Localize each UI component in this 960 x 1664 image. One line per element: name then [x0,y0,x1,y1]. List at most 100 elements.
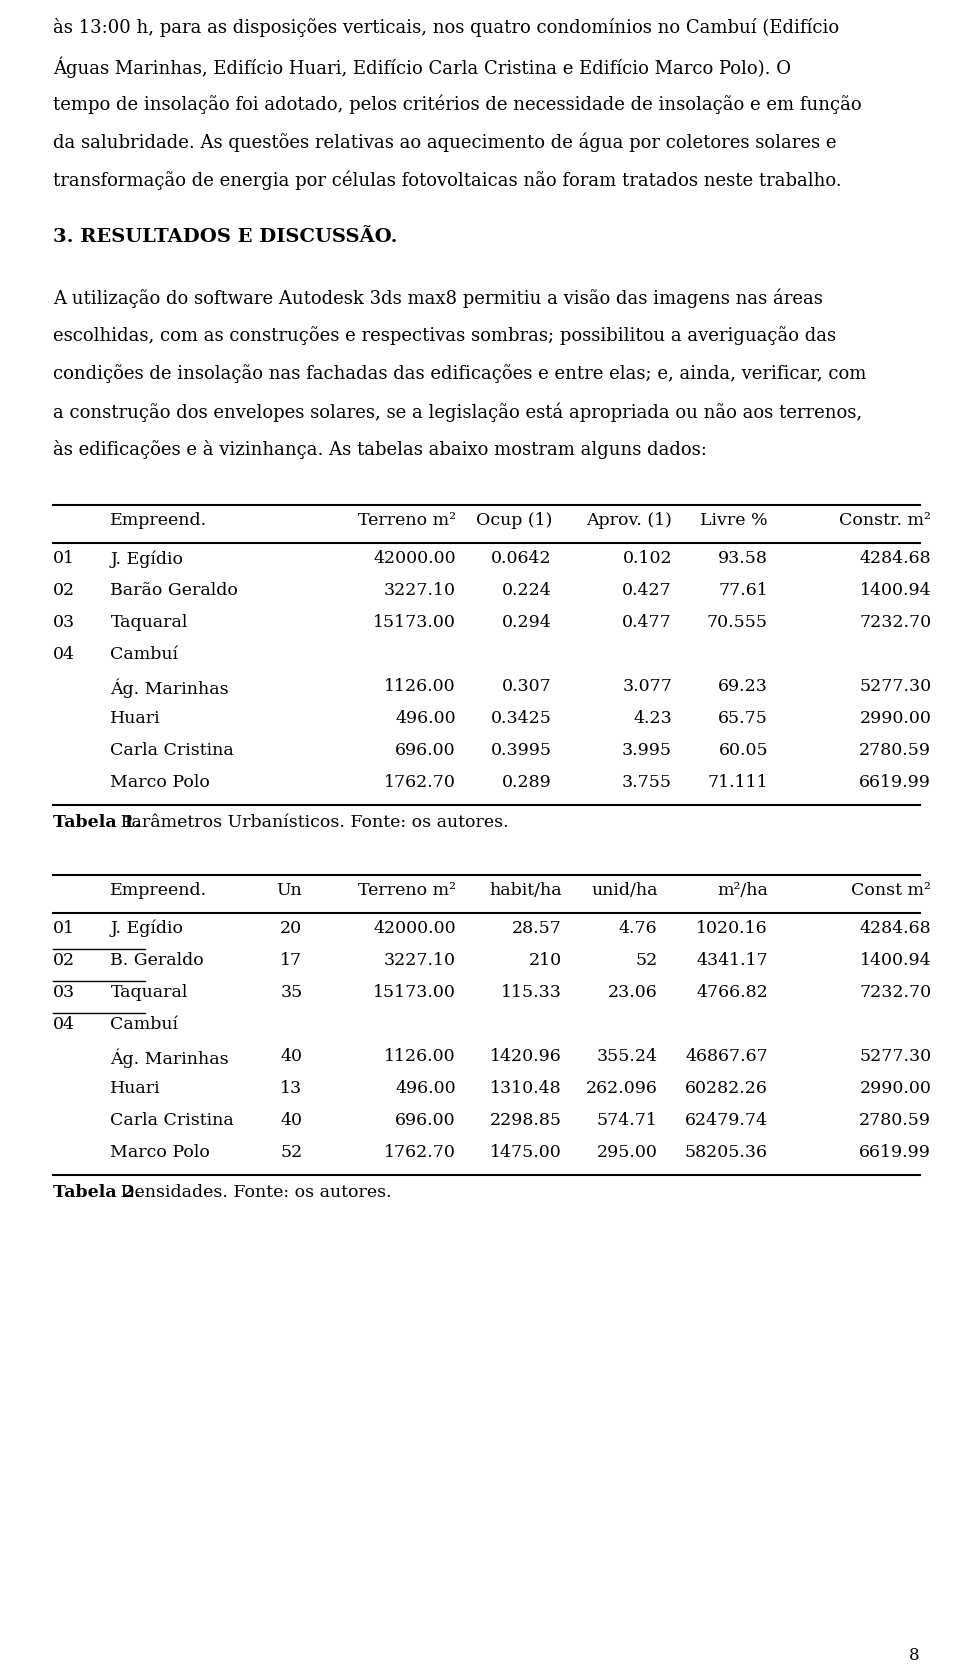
Text: 115.33: 115.33 [501,983,562,1000]
Text: unid/ha: unid/ha [591,882,658,899]
Text: 52: 52 [280,1143,302,1160]
Text: 28.57: 28.57 [512,920,562,937]
Text: Constr. m²: Constr. m² [839,513,931,529]
Text: 04: 04 [53,1015,75,1032]
Text: 0.102: 0.102 [622,549,672,567]
Text: 17: 17 [280,952,302,968]
Text: 0.3995: 0.3995 [491,742,552,759]
Text: 4341.17: 4341.17 [696,952,768,968]
Text: 03: 03 [53,614,75,631]
Text: 262.096: 262.096 [586,1080,658,1097]
Text: 42000.00: 42000.00 [373,549,456,567]
Text: Marco Polo: Marco Polo [110,774,210,790]
Text: 2298.85: 2298.85 [490,1112,562,1128]
Text: habit/ha: habit/ha [489,882,562,899]
Text: 65.75: 65.75 [718,709,768,727]
Text: Barão Geraldo: Barão Geraldo [110,582,238,599]
Text: 01: 01 [53,920,75,937]
Text: 46867.67: 46867.67 [685,1047,768,1065]
Text: 1126.00: 1126.00 [384,677,456,694]
Text: da salubridade. As questões relativas ao aquecimento de água por coletores solar: da salubridade. As questões relativas ao… [53,131,836,151]
Text: 3. RESULTADOS E DISCUSSÃO.: 3. RESULTADOS E DISCUSSÃO. [53,228,397,246]
Text: A utilização do software Autodesk 3ds max8 permitiu a visão das imagens nas área: A utilização do software Autodesk 3ds ma… [53,288,823,308]
Text: 0.224: 0.224 [502,582,552,599]
Text: 42000.00: 42000.00 [373,920,456,937]
Text: 210: 210 [528,952,562,968]
Text: m²/ha: m²/ha [717,882,768,899]
Text: 696.00: 696.00 [396,1112,456,1128]
Text: Parâmetros Urbanísticos. Fonte: os autores.: Parâmetros Urbanísticos. Fonte: os autor… [115,814,509,830]
Text: 02: 02 [53,582,75,599]
Text: transformação de energia por células fotovoltaicas não foram tratados neste trab: transformação de energia por células fot… [53,170,842,190]
Text: 4766.82: 4766.82 [696,983,768,1000]
Text: 0.294: 0.294 [502,614,552,631]
Text: 0.307: 0.307 [502,677,552,694]
Text: escolhidas, com as construções e respectivas sombras; possibilitou a averiguação: escolhidas, com as construções e respect… [53,326,836,344]
Text: 69.23: 69.23 [718,677,768,694]
Text: 1762.70: 1762.70 [384,774,456,790]
Text: 295.00: 295.00 [597,1143,658,1160]
Text: 35: 35 [280,983,302,1000]
Text: Carla Cristina: Carla Cristina [110,1112,234,1128]
Text: 496.00: 496.00 [396,709,456,727]
Text: 0.427: 0.427 [622,582,672,599]
Text: 52: 52 [636,952,658,968]
Text: B. Geraldo: B. Geraldo [110,952,204,968]
Text: 04: 04 [53,646,75,662]
Text: 3.755: 3.755 [622,774,672,790]
Text: 4284.68: 4284.68 [859,920,931,937]
Text: às edificações e à vizinhança. As tabelas abaixo mostram alguns dados:: às edificações e à vizinhança. As tabela… [53,439,707,459]
Text: 77.61: 77.61 [718,582,768,599]
Text: 2780.59: 2780.59 [859,1112,931,1128]
Text: Const m²: Const m² [852,882,931,899]
Text: 1762.70: 1762.70 [384,1143,456,1160]
Text: 93.58: 93.58 [718,549,768,567]
Text: 1126.00: 1126.00 [384,1047,456,1065]
Text: Ág. Marinhas: Ág. Marinhas [110,1047,229,1067]
Text: Taquaral: Taquaral [110,983,188,1000]
Text: 4.76: 4.76 [619,920,658,937]
Text: 03: 03 [53,983,75,1000]
Text: 574.71: 574.71 [597,1112,658,1128]
Text: 60.05: 60.05 [718,742,768,759]
Text: Ág. Marinhas: Ág. Marinhas [110,677,229,697]
Text: 5277.30: 5277.30 [859,677,931,694]
Text: Cambuí: Cambuí [110,1015,179,1032]
Text: 3227.10: 3227.10 [384,582,456,599]
Text: J. Egídio: J. Egídio [110,920,183,937]
Text: Huari: Huari [110,1080,161,1097]
Text: 696.00: 696.00 [396,742,456,759]
Text: 4.23: 4.23 [634,709,672,727]
Text: 02: 02 [53,952,75,968]
Text: Empreend.: Empreend. [110,882,207,899]
Text: J. Egídio: J. Egídio [110,549,183,567]
Text: 0.289: 0.289 [502,774,552,790]
Text: 2780.59: 2780.59 [859,742,931,759]
Text: 15173.00: 15173.00 [373,614,456,631]
Text: Un: Un [276,882,302,899]
Text: 355.24: 355.24 [596,1047,658,1065]
Text: Marco Polo: Marco Polo [110,1143,210,1160]
Text: 2990.00: 2990.00 [859,1080,931,1097]
Text: a construção dos envelopes solares, se a legislação está apropriada ou não aos t: a construção dos envelopes solares, se a… [53,401,862,421]
Text: Águas Marinhas, Edifício Huari, Edifício Carla Cristina e Edifício Marco Polo). : Águas Marinhas, Edifício Huari, Edifício… [53,57,791,78]
Text: 71.111: 71.111 [708,774,768,790]
Text: 58205.36: 58205.36 [685,1143,768,1160]
Text: 0.3425: 0.3425 [492,709,552,727]
Text: 3.995: 3.995 [622,742,672,759]
Text: 0.0642: 0.0642 [492,549,552,567]
Text: Ocup (1): Ocup (1) [475,513,552,529]
Text: 1020.16: 1020.16 [696,920,768,937]
Text: 6619.99: 6619.99 [859,1143,931,1160]
Text: tempo de insolação foi adotado, pelos critérios de necessidade de insolação e em: tempo de insolação foi adotado, pelos cr… [53,93,862,113]
Text: 0.477: 0.477 [622,614,672,631]
Text: 40: 40 [280,1112,302,1128]
Text: 8: 8 [909,1646,920,1662]
Text: Densidades. Fonte: os autores.: Densidades. Fonte: os autores. [115,1183,392,1200]
Text: 23.06: 23.06 [608,983,658,1000]
Text: 4284.68: 4284.68 [859,549,931,567]
Text: Tabela 1.: Tabela 1. [53,814,141,830]
Text: 13: 13 [280,1080,302,1097]
Text: 70.555: 70.555 [707,614,768,631]
Text: 01: 01 [53,549,75,567]
